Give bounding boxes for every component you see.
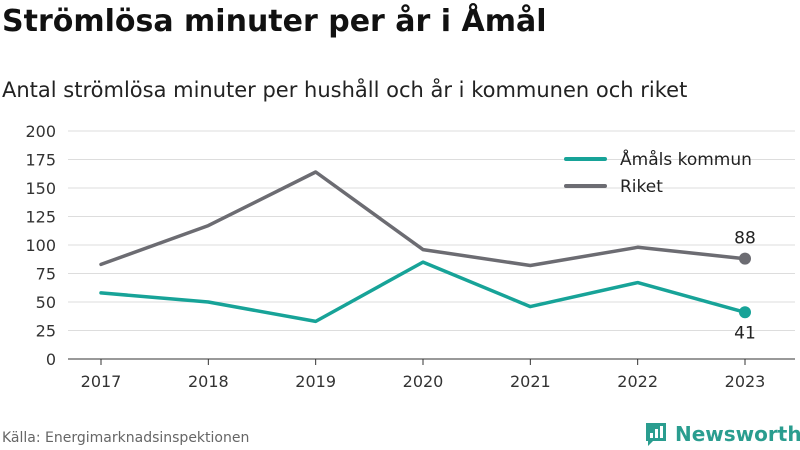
y-tick-label: 0 (46, 350, 56, 369)
y-tick-label: 175 (25, 151, 56, 170)
chart-title: Strömlösa minuter per år i Åmål (2, 4, 547, 39)
y-tick-label: 75 (36, 265, 56, 284)
y-tick-label: 125 (25, 208, 56, 227)
y-tick-label: 150 (25, 179, 56, 198)
x-tick-label: 2022 (617, 372, 658, 391)
source-note: Källa: Energimarknadsinspektionen (2, 430, 250, 446)
x-tick-label: 2019 (295, 372, 336, 391)
data-point (739, 306, 751, 319)
end-value-label: 88 (734, 229, 756, 249)
x-tick-label: 2017 (81, 372, 122, 391)
legend-label: Riket (620, 177, 663, 197)
data-point (739, 252, 751, 265)
legend-label: Åmåls kommun (620, 148, 752, 170)
newsworthy-logo-icon (646, 423, 666, 446)
y-tick-label: 200 (25, 122, 56, 141)
x-tick-label: 2021 (510, 372, 551, 391)
series-line (99, 170, 747, 268)
brand-name: Newsworthy (675, 422, 800, 446)
end-value-label: 41 (734, 323, 756, 343)
series-line (99, 260, 747, 324)
y-tick-label: 50 (36, 293, 56, 312)
x-tick-label: 2023 (725, 372, 766, 391)
chart-subtitle: Antal strömlösa minuter per hushåll och … (2, 78, 688, 102)
brand-logo: Newsworthy (644, 420, 800, 448)
x-tick-label: 2018 (188, 372, 229, 391)
x-tick-label: 2020 (403, 372, 444, 391)
y-tick-label: 25 (36, 322, 56, 341)
y-tick-label: 100 (25, 236, 56, 255)
